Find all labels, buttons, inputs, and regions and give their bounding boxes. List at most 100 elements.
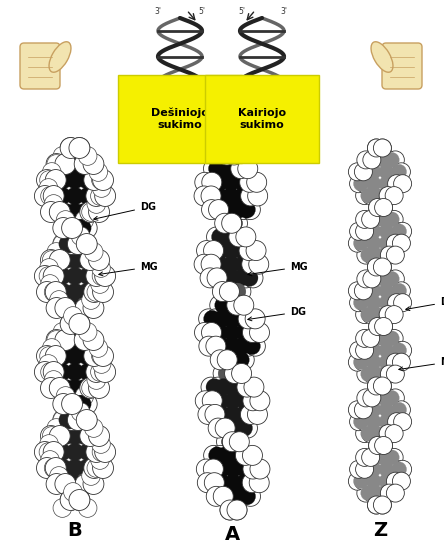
Circle shape [229, 432, 250, 452]
Circle shape [392, 224, 407, 239]
Circle shape [50, 291, 68, 309]
Circle shape [212, 242, 229, 259]
Circle shape [243, 459, 263, 479]
Circle shape [66, 459, 84, 477]
Circle shape [86, 265, 107, 286]
Circle shape [84, 331, 103, 349]
Circle shape [210, 350, 230, 370]
Circle shape [203, 240, 224, 261]
Circle shape [59, 155, 77, 173]
Circle shape [74, 297, 95, 319]
Circle shape [222, 160, 239, 177]
Circle shape [234, 337, 250, 355]
Circle shape [386, 365, 404, 383]
Circle shape [366, 462, 381, 477]
Circle shape [247, 474, 264, 491]
Circle shape [54, 283, 72, 301]
Circle shape [233, 310, 250, 327]
Circle shape [248, 186, 268, 206]
Circle shape [379, 343, 394, 358]
Circle shape [214, 337, 231, 355]
Circle shape [220, 215, 237, 232]
Circle shape [386, 353, 404, 371]
Circle shape [56, 211, 75, 229]
Circle shape [80, 331, 98, 349]
Circle shape [353, 474, 369, 489]
Circle shape [78, 147, 97, 165]
Circle shape [66, 251, 84, 269]
Circle shape [78, 498, 97, 517]
Circle shape [384, 367, 399, 382]
Circle shape [66, 443, 84, 461]
Circle shape [74, 473, 95, 495]
Circle shape [373, 379, 388, 393]
Circle shape [60, 491, 79, 509]
Circle shape [373, 200, 388, 215]
Circle shape [367, 377, 385, 395]
Circle shape [69, 490, 90, 511]
Circle shape [373, 319, 388, 334]
Circle shape [373, 140, 388, 155]
Circle shape [363, 484, 381, 502]
Circle shape [366, 236, 381, 251]
Circle shape [93, 346, 114, 366]
Circle shape [66, 139, 84, 157]
Circle shape [354, 353, 373, 371]
Circle shape [394, 223, 412, 240]
Circle shape [212, 392, 229, 409]
Circle shape [221, 215, 238, 232]
Circle shape [236, 461, 254, 477]
Circle shape [233, 379, 250, 396]
Circle shape [60, 226, 79, 245]
Circle shape [369, 367, 384, 382]
Circle shape [84, 155, 103, 173]
Circle shape [78, 411, 97, 430]
Circle shape [208, 418, 228, 438]
Circle shape [60, 315, 79, 334]
Circle shape [249, 473, 269, 493]
Circle shape [241, 269, 258, 286]
Circle shape [206, 486, 226, 506]
Circle shape [373, 139, 392, 157]
Circle shape [357, 151, 375, 169]
Circle shape [215, 418, 235, 438]
Circle shape [377, 331, 392, 346]
Circle shape [69, 490, 90, 511]
Circle shape [73, 331, 91, 349]
Circle shape [354, 472, 373, 490]
Circle shape [235, 420, 253, 437]
Circle shape [224, 392, 241, 409]
Circle shape [354, 282, 373, 300]
Circle shape [215, 213, 235, 233]
Circle shape [361, 248, 376, 263]
Circle shape [244, 377, 264, 397]
Circle shape [377, 188, 392, 203]
Circle shape [356, 330, 374, 347]
Circle shape [225, 364, 245, 384]
Circle shape [66, 283, 84, 301]
Circle shape [76, 234, 97, 254]
Circle shape [43, 171, 60, 189]
Circle shape [384, 153, 399, 168]
Circle shape [209, 200, 229, 220]
Circle shape [43, 265, 64, 286]
Circle shape [384, 450, 399, 465]
Circle shape [238, 309, 258, 329]
Text: 5': 5' [198, 8, 206, 17]
Circle shape [394, 175, 412, 193]
Circle shape [381, 151, 398, 169]
Circle shape [238, 488, 255, 505]
Circle shape [222, 188, 239, 204]
Circle shape [56, 379, 74, 397]
Circle shape [220, 364, 240, 384]
Circle shape [91, 451, 109, 470]
Text: 3': 3' [198, 95, 206, 104]
Circle shape [369, 212, 384, 227]
Circle shape [66, 299, 84, 317]
Circle shape [66, 347, 84, 365]
Circle shape [71, 315, 90, 334]
Circle shape [375, 199, 392, 216]
Circle shape [89, 377, 110, 398]
Circle shape [86, 427, 103, 445]
Circle shape [357, 246, 375, 264]
